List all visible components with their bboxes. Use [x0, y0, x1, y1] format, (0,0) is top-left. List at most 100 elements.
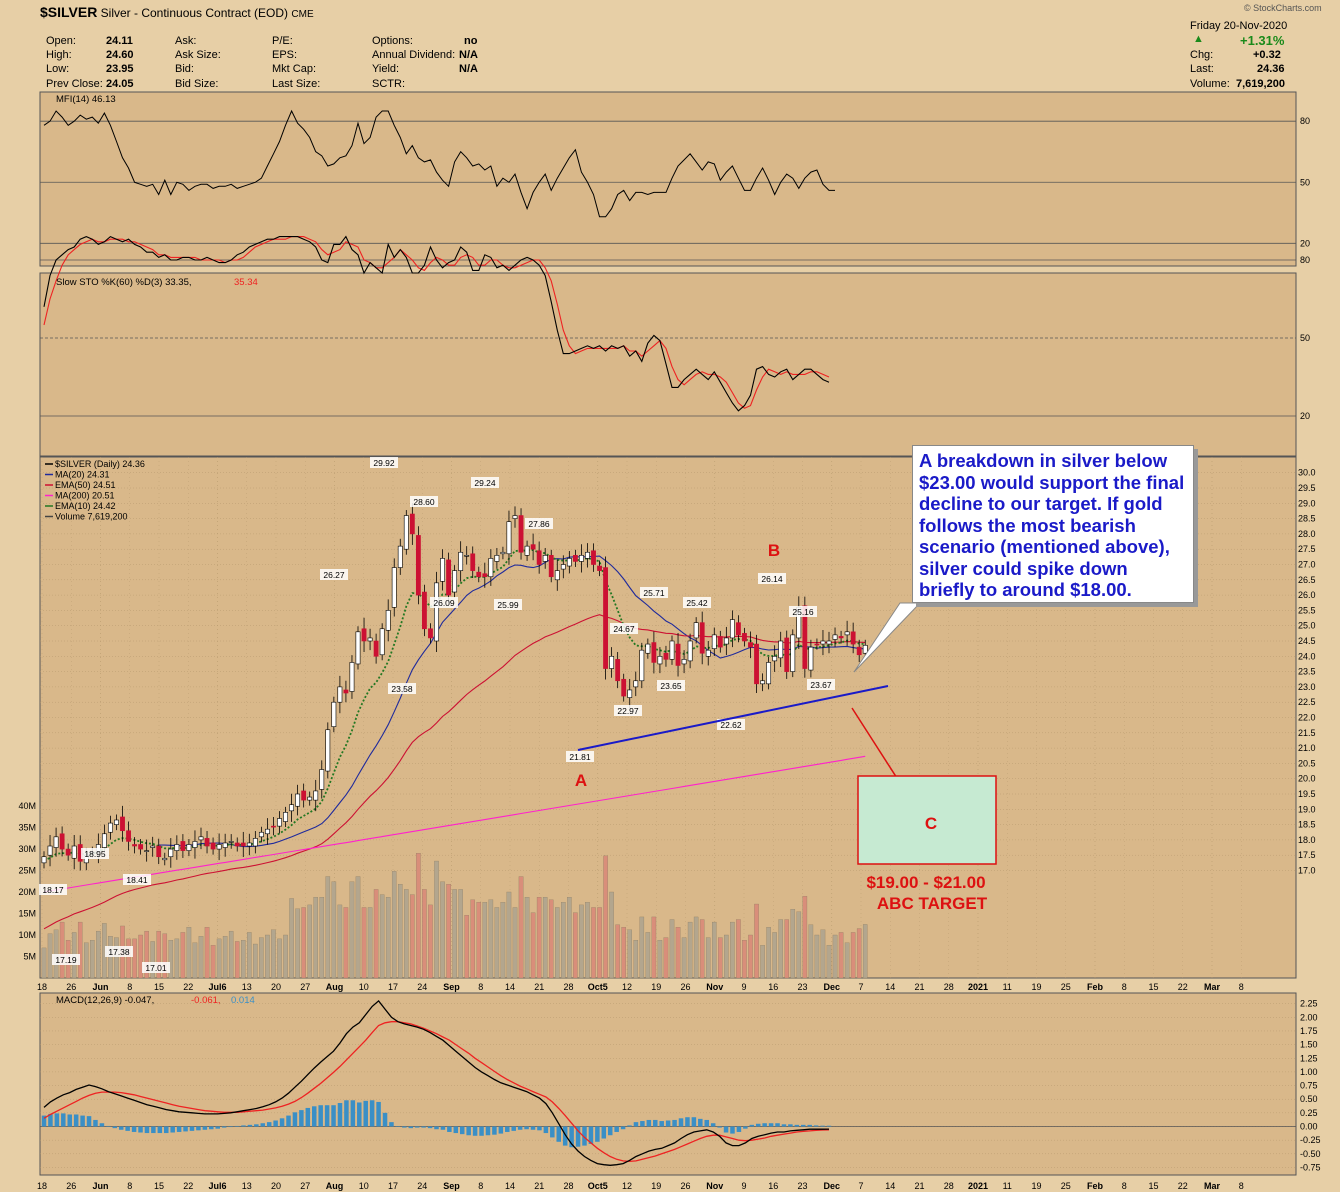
volume-bar — [621, 927, 626, 979]
macd-histogram-bar — [260, 1123, 266, 1127]
volume-bar — [404, 889, 409, 979]
date-axis-label: Jun — [92, 982, 108, 992]
macd-histogram-bar — [402, 1126, 407, 1128]
macd-histogram-bar — [138, 1126, 143, 1133]
range-label-low: 23.67 — [810, 680, 832, 690]
date-axis-label: 19 — [1031, 982, 1041, 992]
candle-body — [506, 521, 512, 555]
macd-date-axis-label: 10 — [359, 1181, 369, 1191]
volume-bar — [241, 940, 246, 979]
volume-bar — [820, 929, 826, 979]
candle-body — [458, 551, 464, 571]
range-label-high: 29.24 — [474, 478, 496, 488]
macd-histogram-bar — [672, 1119, 677, 1127]
candle-body — [174, 844, 180, 851]
candle-body — [476, 571, 482, 578]
macd-histogram-bar — [337, 1103, 343, 1127]
price-axis-label: 23.0 — [1298, 682, 1316, 692]
volume-bar — [838, 932, 844, 979]
macd-axis-label: 2.00 — [1300, 1012, 1318, 1022]
macd-histogram-bar — [704, 1119, 709, 1127]
quote-ask-label: Ask: — [175, 35, 197, 47]
range-label-high: 25.71 — [643, 588, 665, 598]
volume-bar — [216, 938, 222, 979]
macd-histogram-bar — [395, 1126, 401, 1127]
candle-body — [228, 841, 234, 843]
candle-body — [723, 637, 729, 645]
range-label-low: 22.62 — [720, 720, 742, 730]
macd-date-axis-label: Feb — [1087, 1181, 1104, 1191]
date-axis-label: 8 — [127, 982, 132, 992]
candle-body — [693, 622, 699, 639]
date-axis-label: 14 — [505, 982, 515, 992]
macd-histogram-bar — [279, 1118, 285, 1127]
macd-histogram-bar — [447, 1126, 452, 1132]
macd-histogram-bar — [788, 1124, 793, 1127]
macd-histogram-bar — [633, 1122, 639, 1127]
sctr-label: SCTR: — [372, 78, 405, 90]
volume-bar — [742, 940, 747, 979]
date-axis-label: 21 — [534, 982, 544, 992]
candle-body — [470, 553, 476, 571]
mfi-axis-label: 80 — [1300, 116, 1310, 126]
price-axis-label: 19.5 — [1298, 789, 1316, 799]
candle-body — [736, 622, 741, 636]
macd-histogram-bar — [537, 1126, 542, 1131]
macd-date-axis-label: 15 — [154, 1181, 164, 1191]
volume-bar — [150, 941, 155, 979]
macd-histogram-bar — [61, 1113, 66, 1127]
macd-histogram-bar — [221, 1126, 227, 1128]
candle-body — [681, 659, 687, 665]
macd-histogram-bar — [813, 1125, 819, 1127]
candle-body — [488, 558, 494, 578]
candle-body — [240, 842, 246, 847]
candle-body — [301, 790, 307, 801]
macd-histogram-bar — [698, 1118, 703, 1127]
yield-value: N/A — [459, 63, 478, 75]
macd-axis-label: 1.25 — [1300, 1053, 1318, 1063]
candle-body — [307, 796, 313, 801]
candle-body — [687, 640, 693, 662]
candle-body — [500, 551, 506, 555]
macd-histogram-bar — [125, 1126, 130, 1131]
macd-axis-label: -0.75 — [1300, 1162, 1321, 1172]
range-label-box — [758, 573, 786, 584]
target-range-text: $19.00 - $21.00 — [866, 873, 985, 892]
watermark: © StockCharts.com — [1244, 3, 1322, 13]
candle-body — [820, 640, 826, 645]
range-label-box — [320, 569, 348, 580]
date-axis-label: Oct5 — [588, 982, 608, 992]
description: Silver - Continuous Contract (EOD) — [100, 6, 289, 20]
volume-bar — [633, 940, 639, 979]
candle-body — [409, 513, 415, 535]
volume-bar — [657, 940, 663, 979]
volume-bar — [778, 919, 783, 979]
date-axis-label: Feb — [1087, 982, 1104, 992]
volume-bar — [772, 932, 777, 979]
candle-body — [669, 640, 675, 660]
volume-bar — [234, 941, 240, 979]
callout-pointer — [853, 602, 922, 673]
candle-body — [361, 628, 367, 642]
macd-date-axis-label: 11 — [1003, 1181, 1012, 1191]
dividend-label: Annual Dividend: — [372, 49, 456, 61]
macd-histogram-bar — [801, 1124, 806, 1127]
quote-open-label: Open: — [46, 35, 76, 47]
candle-body — [778, 640, 784, 659]
volume-bar — [591, 907, 596, 979]
macd-histogram-bar — [189, 1126, 195, 1131]
range-label-box — [494, 599, 522, 610]
volume-bar — [204, 927, 210, 979]
volume-bar — [585, 902, 590, 979]
macd-axis-label: -0.50 — [1300, 1149, 1321, 1159]
price-axis-label: 24.5 — [1298, 636, 1316, 646]
volume-bar — [639, 916, 645, 979]
macd-histogram-bar — [768, 1123, 774, 1127]
candle-body — [760, 680, 765, 685]
candle-body — [325, 729, 331, 772]
candle-body — [579, 555, 584, 562]
candle-body — [542, 555, 548, 562]
candle-body — [548, 555, 554, 578]
volume-bar — [645, 932, 651, 979]
range-label-high: 18.95 — [84, 849, 106, 859]
